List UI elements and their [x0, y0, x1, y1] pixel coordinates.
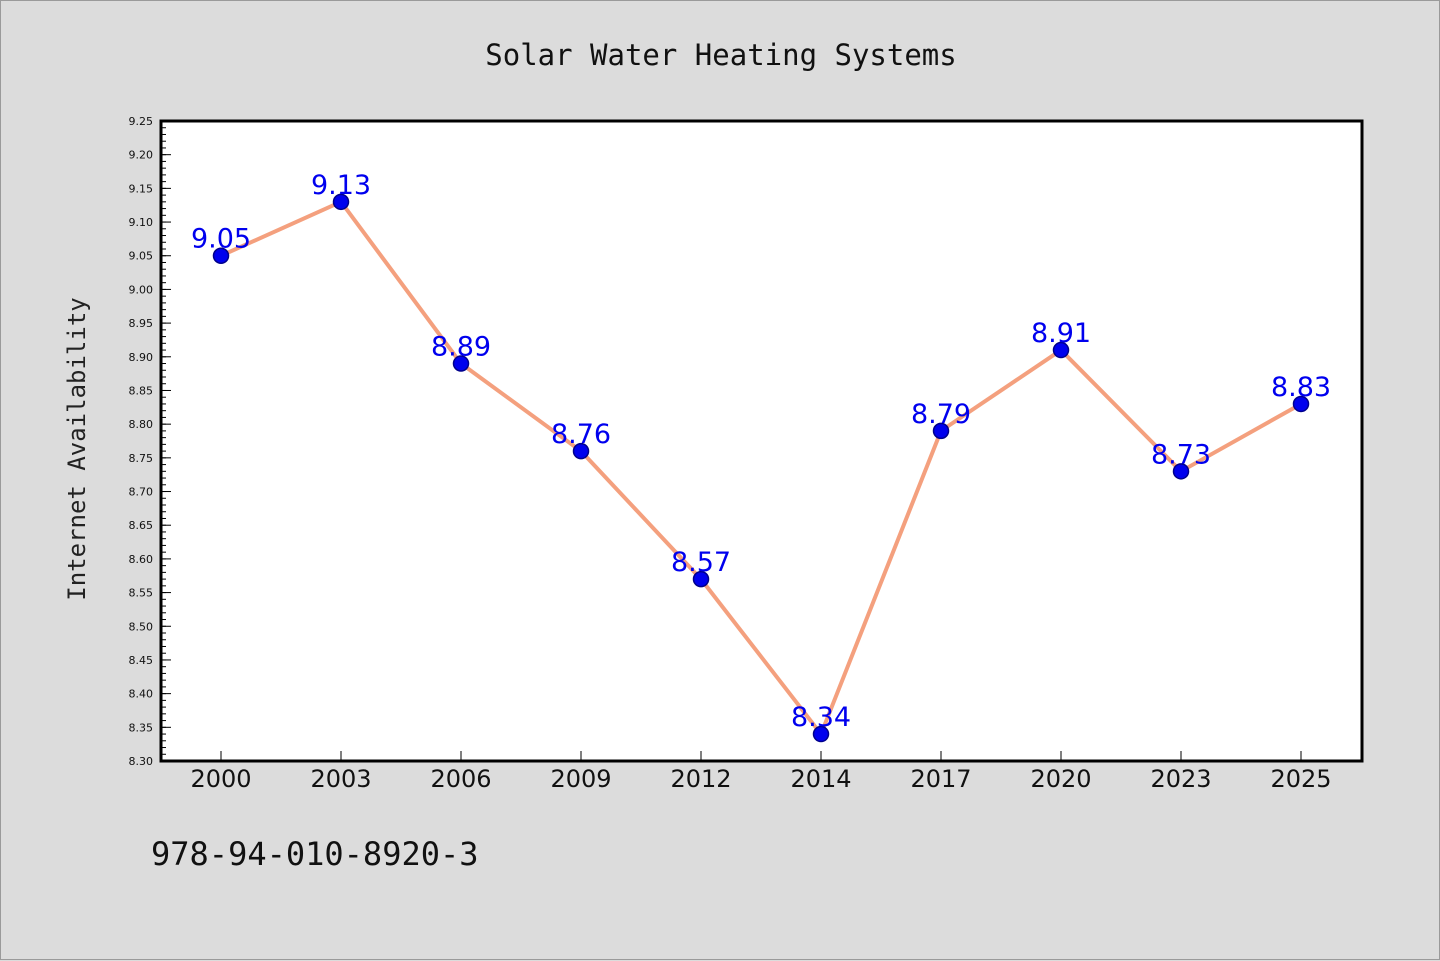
- y-tick-label: 9.10: [129, 216, 154, 229]
- y-tick-label: 8.30: [129, 755, 154, 768]
- y-tick-label: 8.85: [129, 384, 154, 397]
- y-tick-label: 9.20: [129, 149, 154, 162]
- y-tick-label: 9.00: [129, 283, 154, 296]
- x-tick-label: 2014: [790, 765, 851, 793]
- x-tick-label: 2009: [550, 765, 611, 793]
- data-point-2000: [212, 247, 230, 264]
- data-point-2025: [1292, 395, 1310, 413]
- y-axis-label: Internet Availability: [63, 297, 91, 600]
- data-point-2017: [932, 422, 950, 440]
- data-point-2014: [812, 725, 830, 743]
- x-tick-label: 2006: [430, 765, 491, 793]
- y-tick-label: 8.90: [129, 351, 154, 364]
- x-tick-label: 2023: [1150, 765, 1211, 793]
- data-label-2012: 8.57: [671, 547, 731, 578]
- y-axis-ticks: 8.30 8.35 8.40 8.45 8.50 8.55 8.60 8.65 8.70 8.75…: [129, 115, 171, 768]
- data-label-2023: 8.73: [1151, 439, 1211, 470]
- x-tick-label: 2003: [310, 765, 371, 793]
- x-tick-label: 2020: [1030, 765, 1091, 793]
- x-axis-ticks: 2000 2003 2006 2009 2012 2014 2017 2020 2023 2025: [190, 751, 1332, 793]
- y-tick-label: 9.15: [129, 182, 154, 195]
- data-markers: [212, 193, 1310, 743]
- y-tick-label: 9.05: [129, 250, 154, 263]
- data-label-2020: 8.91: [1031, 318, 1091, 349]
- footnote-isbn: 978-94-010-8920-3: [151, 835, 479, 873]
- data-label-2006: 8.89: [431, 332, 491, 363]
- x-tick-label: 2012: [670, 765, 731, 793]
- data-label-2000: 9.05: [191, 224, 251, 255]
- x-tick-label: 2025: [1270, 765, 1331, 793]
- data-point-2023: [1172, 463, 1190, 480]
- data-label-2014: 8.34: [791, 702, 851, 733]
- data-point-2020: [1052, 341, 1070, 359]
- data-point-2009: [572, 442, 590, 460]
- series-line: [220, 199, 1302, 737]
- y-tick-label: 8.35: [129, 721, 154, 734]
- plot-frame: [159, 119, 1364, 763]
- y-tick-label: 8.60: [129, 553, 154, 566]
- x-tick-label: 2000: [190, 765, 251, 793]
- y-tick-label: 8.70: [129, 486, 154, 499]
- y-tick-label: 8.40: [129, 688, 154, 701]
- data-label-2017: 8.79: [911, 399, 971, 430]
- y-tick-label: 8.80: [129, 418, 154, 431]
- data-label-2003: 9.13: [311, 170, 371, 201]
- y-tick-label: 8.45: [129, 654, 154, 667]
- data-labels: 9.05 9.13 8.89 8.76 8.57 8.34 8.79 8.91 8.73 8.83: [191, 170, 1331, 733]
- x-tick-label: 2017: [910, 765, 971, 793]
- data-label-2009: 8.76: [551, 419, 611, 450]
- y-tick-label: 8.65: [129, 519, 154, 532]
- data-label-2025: 8.83: [1271, 372, 1331, 403]
- y-tick-label: 8.75: [129, 452, 154, 465]
- y-tick-label: 9.25: [129, 115, 154, 128]
- data-point-2003: [332, 193, 350, 211]
- data-point-2006: [452, 355, 470, 372]
- chart-title: Solar Water Heating Systems: [485, 38, 956, 72]
- y-tick-label: 8.55: [129, 587, 154, 600]
- data-point-2012: [692, 570, 710, 588]
- y-tick-label: 8.95: [129, 317, 154, 330]
- y-tick-label: 8.50: [129, 620, 154, 633]
